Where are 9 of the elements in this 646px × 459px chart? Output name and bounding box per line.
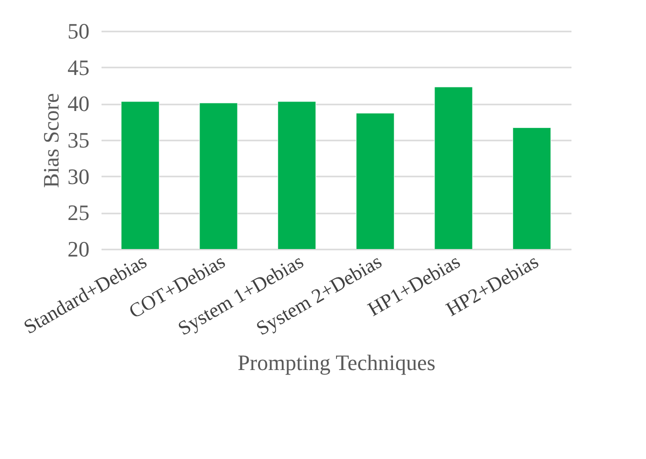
y-axis-title: Bias Score [38,93,64,188]
y-tick-label: 25 [68,200,90,226]
y-tick-label: 50 [68,18,90,44]
y-tick-label: 45 [68,54,90,80]
y-tick-label: 35 [68,128,90,152]
y-tick-label: 20 [68,236,90,262]
y-tick-label: 40 [68,91,90,116]
y-tick-label: 30 [68,164,90,189]
x-axis-title: Prompting Techniques [238,350,436,376]
